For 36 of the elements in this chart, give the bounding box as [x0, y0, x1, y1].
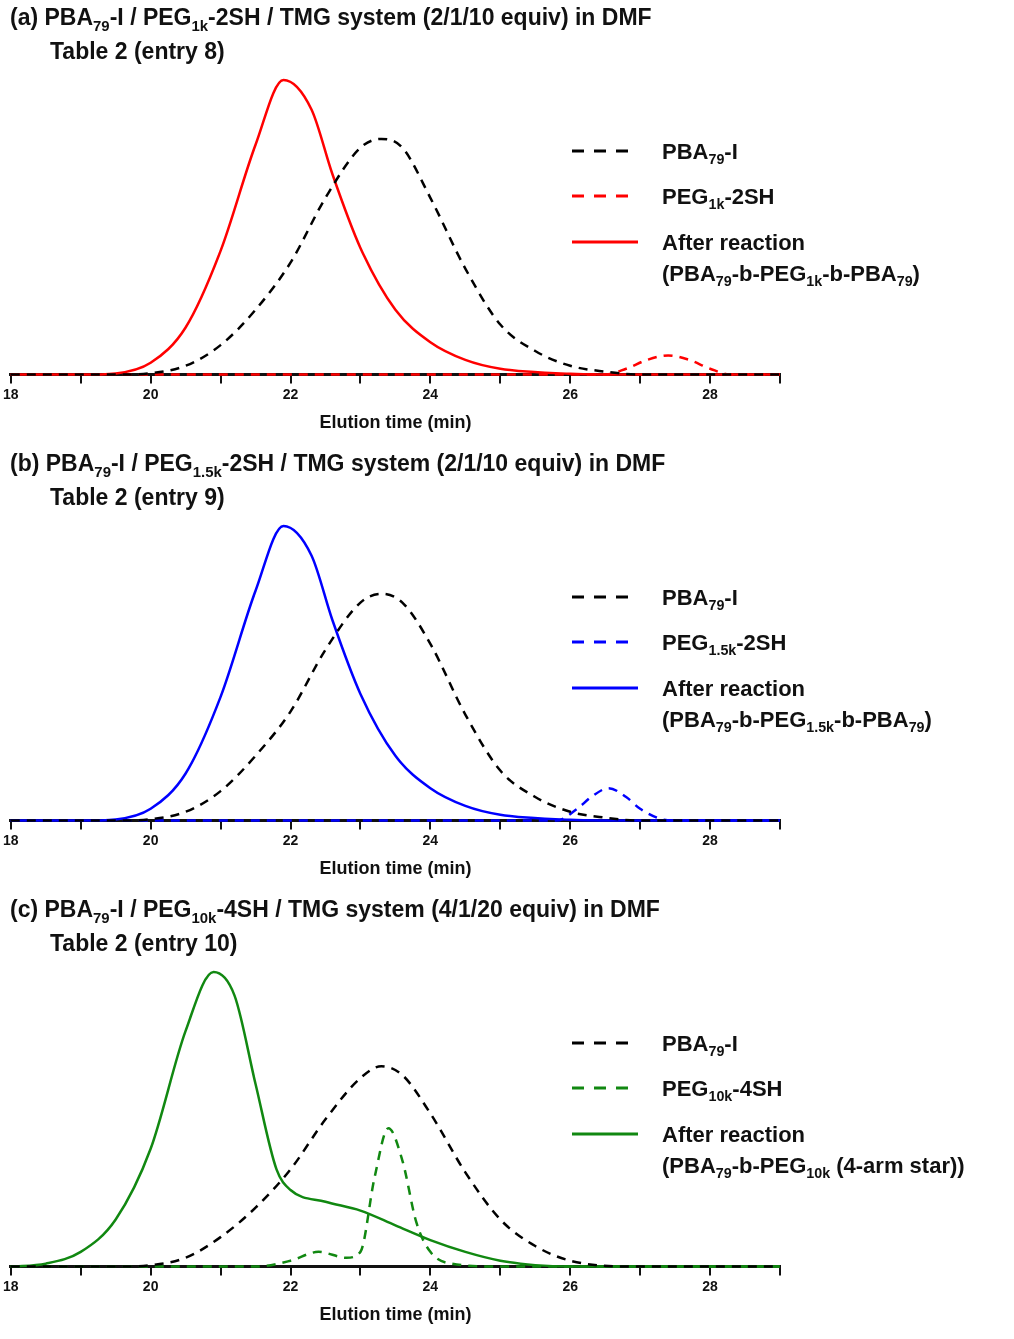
x-axis-title: Elution time (min) [319, 412, 472, 433]
x-tick-label: 26 [562, 385, 579, 402]
chart-title: (b) PBA$_{79}$-I / PEG$_{1.5k}$-2SH / TMG system (2/1/10 equiv) in DMF [10, 450, 666, 480]
x-tick-label: 26 [562, 1277, 579, 1294]
legend-label: PBA$_{79}$-I [662, 1030, 738, 1062]
x-tick-label: 22 [282, 385, 299, 402]
chart-subtitle: Table 2 (entry 10) [50, 930, 238, 957]
legend-label: PEG$_{10k}$-4SH [662, 1075, 783, 1107]
x-tick-label: 24 [422, 385, 439, 402]
x-axis-title: Elution time (min) [319, 858, 472, 879]
x-tick-label: 26 [562, 831, 579, 848]
chart-title: (a) PBA$_{79}$-I / PEG$_{1k}$-2SH / TMG system (2/1/10 equiv) in DMF [10, 4, 652, 34]
x-tick-label: 28 [702, 385, 719, 402]
x-tick-label: 20 [142, 385, 159, 402]
chart-subtitle: Table 2 (entry 8) [50, 38, 225, 65]
legend-label: After reaction (PBA$_{79}$-b-PEG$_{1k}$-b-PBA$_{79}$) [662, 228, 920, 292]
chart-subtitle: Table 2 (entry 9) [50, 484, 225, 511]
x-axis-title: Elution time (min) [319, 1304, 472, 1325]
legend-label: PBA$_{79}$-I [662, 584, 738, 616]
x-tick-label: 24 [422, 1277, 439, 1294]
x-tick-label: 20 [142, 831, 159, 848]
legend-label: After reaction (PBA$_{79}$-b-PEG$_{10k}$ (4-arm star)) [662, 1120, 965, 1184]
x-tick-label: 28 [702, 1277, 719, 1294]
x-tick-label: 18 [3, 831, 19, 848]
legend-label: PEG$_{1k}$-2SH [662, 183, 775, 215]
legend-label: PEG$_{1.5k}$-2SH [662, 629, 787, 661]
x-tick-label: 22 [282, 1277, 299, 1294]
legend-label: PBA$_{79}$-I [662, 138, 738, 170]
x-tick-label: 22 [282, 831, 299, 848]
chart-title: (c) PBA$_{79}$-I / PEG$_{10k}$-4SH / TMG system (4/1/20 equiv) in DMF [10, 896, 660, 926]
x-tick-label: 20 [142, 1277, 159, 1294]
x-tick-label: 18 [3, 385, 19, 402]
x-tick-label: 28 [702, 831, 719, 848]
x-tick-label: 24 [422, 831, 439, 848]
legend-label: After reaction (PBA$_{79}$-b-PEG$_{1.5k}$-b-PBA$_{79}$) [662, 674, 932, 738]
x-tick-label: 18 [3, 1277, 19, 1294]
